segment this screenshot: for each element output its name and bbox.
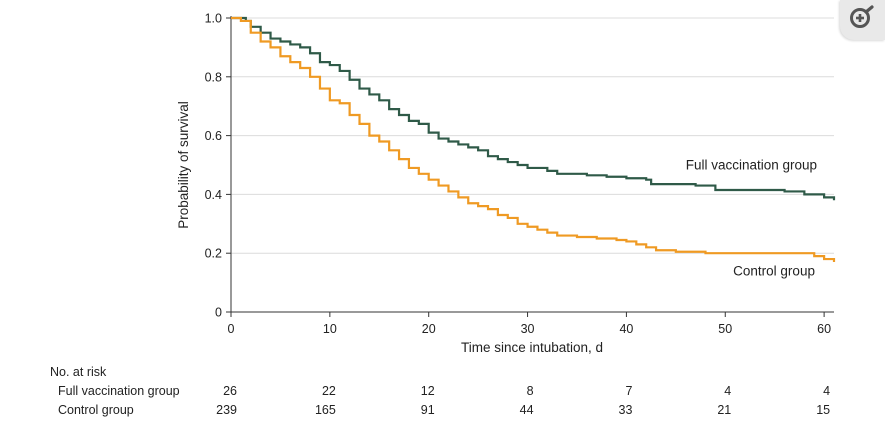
y-tick-label: 0.6 bbox=[205, 129, 222, 143]
zoom-in-icon bbox=[849, 5, 874, 28]
risk-value: 33 bbox=[619, 403, 633, 417]
risk-value: 8 bbox=[527, 384, 534, 398]
label-full-vaccination: Full vaccination group bbox=[686, 157, 817, 172]
risk-value: 22 bbox=[322, 384, 336, 398]
y-tick-label: 0 bbox=[215, 306, 222, 320]
risk-value: 7 bbox=[625, 384, 632, 398]
x-tick-label: 20 bbox=[422, 322, 436, 336]
risk-value: 26 bbox=[223, 384, 237, 398]
y-tick-label: 1.0 bbox=[205, 12, 222, 26]
risk-value: 12 bbox=[421, 384, 435, 398]
risk-table-title: No. at risk bbox=[50, 365, 107, 379]
zoom-button[interactable] bbox=[840, 0, 885, 40]
label-control: Control group bbox=[733, 263, 815, 278]
grid-lines bbox=[231, 17, 834, 254]
series-lines bbox=[231, 16, 836, 263]
risk-value: 15 bbox=[816, 403, 830, 417]
risk-value: 4 bbox=[823, 384, 830, 398]
x-tick-label: 50 bbox=[718, 322, 732, 336]
risk-value: 44 bbox=[520, 403, 534, 417]
y-tick-label: 0.8 bbox=[205, 70, 222, 84]
series-line-full-vaccination bbox=[231, 16, 836, 201]
x-tick-label: 30 bbox=[521, 322, 535, 336]
y-axis-title: Probability of survival bbox=[176, 101, 191, 229]
x-tick-label: 0 bbox=[228, 322, 235, 336]
risk-value: 21 bbox=[717, 403, 731, 417]
series-line-control bbox=[231, 16, 836, 263]
risk-value: 4 bbox=[724, 384, 731, 398]
risk-table: No. at risk Full vaccination group 26 22 12 8… bbox=[50, 365, 830, 417]
y-tick-label: 0.4 bbox=[205, 188, 222, 202]
x-tick-label: 10 bbox=[323, 322, 337, 336]
risk-value: 239 bbox=[216, 403, 237, 417]
x-tick-label: 40 bbox=[619, 322, 633, 336]
risk-value: 165 bbox=[315, 403, 336, 417]
risk-row-label: Control group bbox=[58, 403, 134, 417]
x-tick-label: 60 bbox=[817, 322, 831, 336]
y-tick-label: 0.2 bbox=[205, 247, 222, 261]
x-axis-title: Time since intubation, d bbox=[461, 340, 603, 355]
axes: 0 0.2 0.4 0.6 0.8 1.0 0 10 20 30 40 50 60 Time since … bbox=[176, 12, 834, 355]
labels: Full vaccination group Control group bbox=[686, 157, 817, 278]
risk-row-label: Full vaccination group bbox=[58, 384, 180, 398]
risk-value: 91 bbox=[421, 403, 435, 417]
